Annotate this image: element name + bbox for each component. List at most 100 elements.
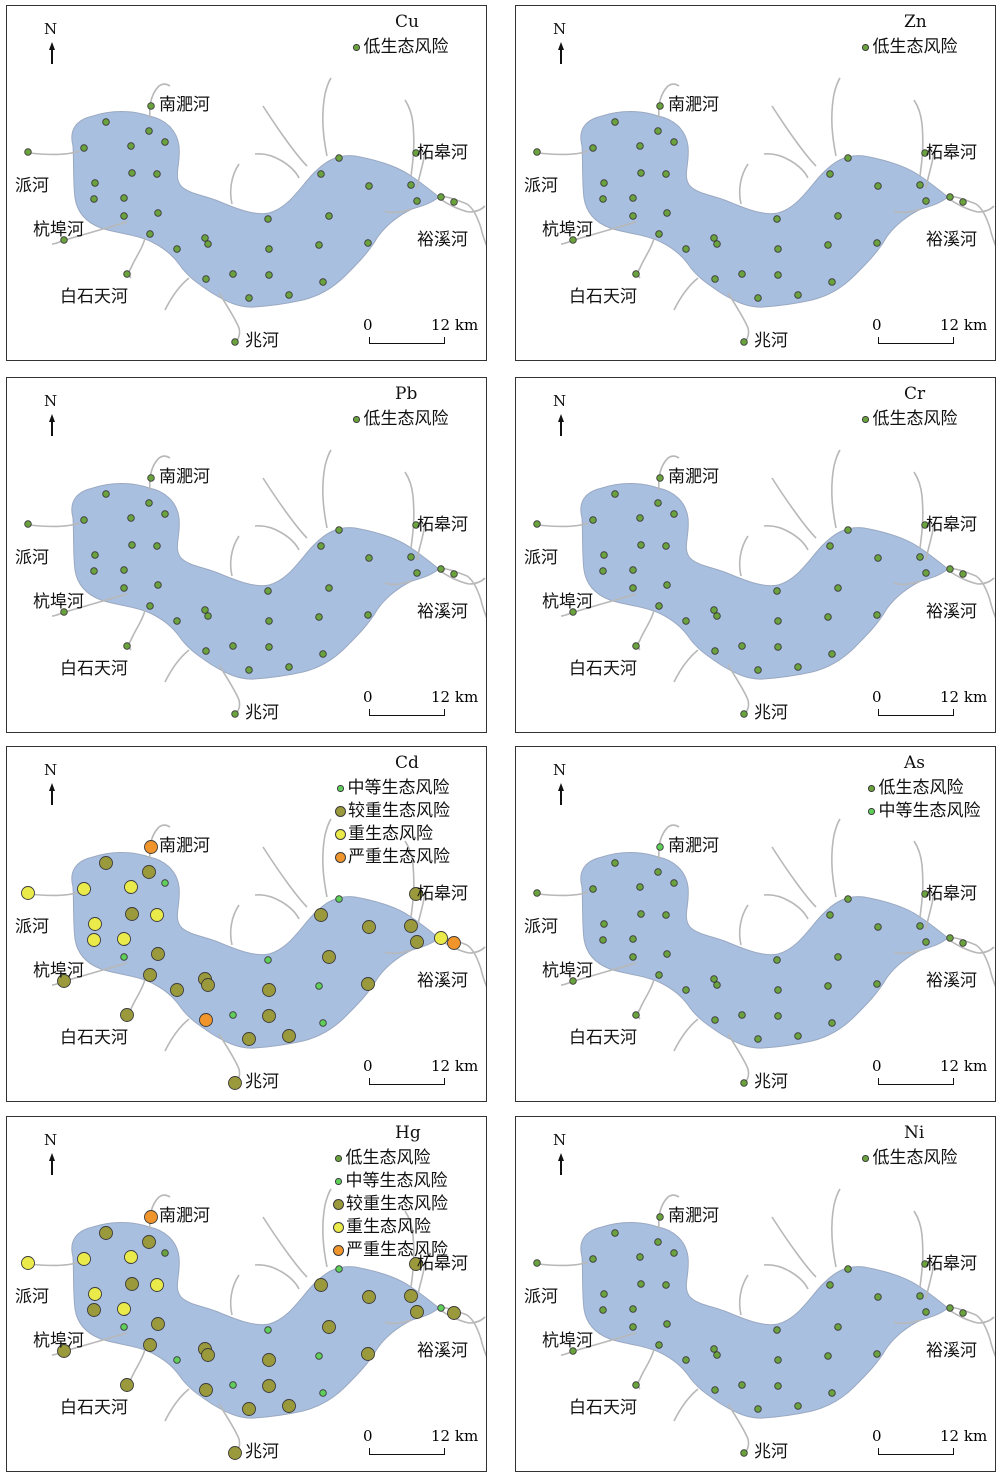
river-line	[384, 580, 413, 586]
river-line	[945, 195, 995, 247]
north-arrow-head	[558, 414, 564, 422]
north-arrow: N	[43, 20, 61, 66]
sampling-site-marker	[738, 1011, 746, 1019]
river-line	[945, 936, 995, 988]
river-line	[763, 1264, 809, 1290]
sampling-site-marker	[824, 1352, 832, 1360]
river-line	[416, 523, 426, 561]
map-panel-hg: Hg N 低生态风险 中等生态风险 较重生态风险 重生态风险 严重生态风险 南淝河 派河 杭埠河白…	[6, 1116, 487, 1472]
river-label-yuxi: 裕溪河	[926, 971, 977, 991]
sampling-site-marker	[21, 886, 35, 900]
sampling-site-marker	[335, 154, 343, 162]
sampling-site-marker	[959, 1309, 967, 1317]
river-line	[925, 151, 935, 189]
legend-label: 低生态风险	[878, 778, 964, 798]
sampling-site-marker	[738, 1381, 746, 1389]
sampling-site-marker	[365, 554, 373, 562]
lake-map	[533, 449, 995, 718]
legend-item: 低生态风险	[351, 408, 449, 431]
sampling-site-marker	[774, 245, 782, 253]
sampling-site-marker	[173, 617, 181, 625]
legend-marker	[335, 852, 346, 863]
sampling-site-marker	[88, 1287, 102, 1301]
sampling-site-marker	[144, 840, 158, 854]
legend-marker	[868, 808, 875, 815]
sampling-site-marker	[204, 612, 212, 620]
river-label-yuxi: 裕溪河	[926, 230, 977, 250]
river-label-hangbu: 杭埠河	[33, 592, 84, 612]
scale-bar-line	[878, 1448, 954, 1455]
map-panel-cd: Cd N 中等生态风险 较重生态风险 重生态风险 严重生态风险 南淝河 派河 杭埠河 白石天河 兆河…	[6, 746, 487, 1102]
river-label-hangbu: 杭埠河	[33, 961, 84, 981]
scale-bar-line	[369, 1078, 445, 1085]
sampling-site-marker	[922, 569, 930, 577]
sampling-site-marker	[262, 1379, 276, 1393]
sampling-site-marker	[600, 920, 608, 928]
map-panel-as: As N 低生态风险 中等生态风险 南淝河 派河 杭埠河 白石天河 兆河 柘皋河 裕溪河 0 12 km	[515, 746, 996, 1102]
river-label-yuxi: 裕溪河	[926, 1341, 977, 1361]
legend-label: 较重生态风险	[348, 801, 450, 821]
sampling-site-marker	[922, 1308, 930, 1316]
sampling-site-marker	[611, 1229, 619, 1237]
legend-marker	[353, 416, 360, 423]
river-label-hangbu: 杭埠河	[542, 1331, 593, 1351]
river-label-pai: 派河	[15, 917, 49, 937]
sampling-site-marker	[120, 194, 128, 202]
lake-map	[21, 1188, 486, 1460]
river-label-zhao: 兆河	[245, 1442, 279, 1462]
legend-label: 低生态风险	[363, 409, 449, 429]
sampling-site-marker	[824, 241, 832, 249]
sampling-site-marker	[151, 947, 165, 961]
sampling-site-marker	[77, 882, 91, 896]
river-line	[438, 1308, 486, 1324]
scale-end-label: 12 km	[431, 1427, 479, 1445]
sampling-site-marker	[361, 977, 375, 991]
sampling-site-marker	[663, 581, 671, 589]
sampling-site-marker	[231, 710, 239, 718]
sampling-site-marker	[125, 907, 139, 921]
sampling-site-marker	[413, 569, 421, 577]
element-title: Cu	[395, 12, 419, 32]
river-line	[893, 1319, 922, 1325]
river-line	[416, 151, 426, 189]
river-line	[763, 153, 809, 179]
sampling-site-marker	[754, 294, 762, 302]
sampling-site-marker	[317, 170, 325, 178]
scale-end-label: 12 km	[431, 316, 479, 334]
scale-bar: 0 12 km	[872, 1057, 992, 1087]
sampling-site-marker	[713, 1351, 721, 1359]
river-label-baishitian: 白石天河	[569, 1028, 637, 1048]
element-title: As	[904, 753, 926, 773]
legend-marker	[333, 1199, 344, 1210]
sampling-site-marker	[282, 1399, 296, 1413]
sampling-site-marker	[599, 195, 607, 203]
sampling-site-marker	[87, 1303, 101, 1317]
sampling-site-marker	[710, 606, 718, 614]
river-line	[893, 208, 922, 214]
river-line	[637, 609, 655, 651]
sampling-site-marker	[533, 1259, 541, 1267]
sampling-site-marker	[916, 1292, 924, 1300]
sampling-site-marker	[412, 149, 420, 157]
legend-item: 严重生态风险	[333, 1239, 448, 1262]
sampling-site-marker	[404, 1289, 418, 1303]
river-label-pai: 派河	[524, 548, 558, 568]
sampling-site-marker	[173, 1356, 181, 1364]
river-line	[637, 237, 655, 279]
sampling-site-marker	[450, 570, 458, 578]
river-label-zhao: 兆河	[245, 331, 279, 351]
north-label: N	[553, 761, 567, 779]
legend-marker	[335, 829, 346, 840]
risk-legend: 低生态风险	[351, 36, 449, 59]
river-line	[436, 567, 486, 619]
north-arrow-stem	[560, 1159, 562, 1175]
sampling-site-marker	[201, 234, 209, 242]
river-line	[947, 197, 995, 213]
sampling-site-marker	[916, 553, 924, 561]
sampling-site-marker	[636, 883, 644, 891]
sampling-site-marker	[916, 922, 924, 930]
sampling-site-marker	[21, 1256, 35, 1270]
sampling-site-marker	[124, 880, 138, 894]
sampling-site-marker	[711, 275, 719, 283]
sampling-site-marker	[99, 856, 113, 870]
